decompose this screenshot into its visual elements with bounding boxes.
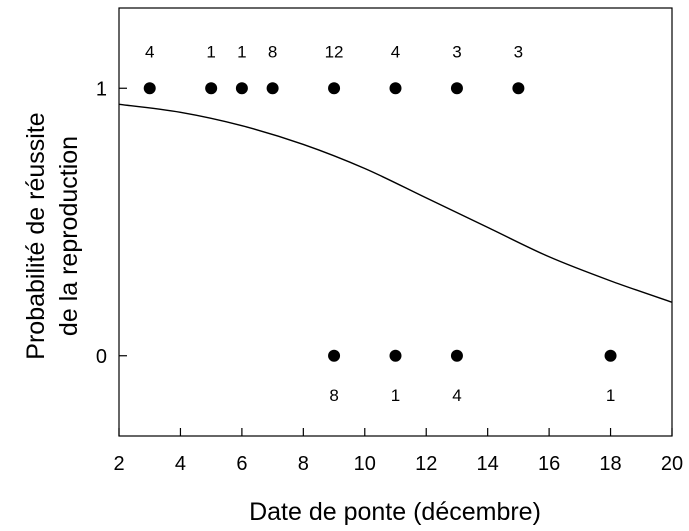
point-count-label: 1 xyxy=(237,42,246,61)
data-point xyxy=(328,349,341,362)
point-count-label: 1 xyxy=(606,386,615,405)
data-point xyxy=(266,82,279,95)
point-count-label: 3 xyxy=(514,42,523,61)
x-tick-label: 8 xyxy=(298,453,309,475)
point-count-label: 4 xyxy=(452,386,461,405)
point-count-label: 1 xyxy=(391,386,400,405)
x-axis-title: Date de ponte (décembre) xyxy=(249,498,541,526)
data-point xyxy=(604,349,617,362)
data-point xyxy=(328,82,341,95)
y-axis-title-line2: de la reproduction xyxy=(55,136,83,336)
axes xyxy=(118,7,673,437)
point-count-label: 12 xyxy=(325,42,344,61)
data-point xyxy=(450,82,463,95)
x-tick-label: 12 xyxy=(415,453,437,475)
y-tick-label: 1 xyxy=(96,78,107,100)
point-count-label: 4 xyxy=(145,42,154,61)
curve-layer xyxy=(118,103,673,303)
x-tick-label: 4 xyxy=(175,453,186,475)
y-axis-ticks: 01 xyxy=(96,78,127,368)
x-tick-label: 16 xyxy=(538,453,560,475)
data-point xyxy=(143,82,156,95)
data-point xyxy=(389,349,402,362)
data-point xyxy=(389,82,402,95)
points-layer xyxy=(143,82,617,362)
data-point xyxy=(235,82,248,95)
logistic-fit-curve xyxy=(118,103,673,303)
x-tick-label: 20 xyxy=(661,453,683,475)
x-tick-label: 14 xyxy=(477,453,499,475)
x-tick-label: 18 xyxy=(599,453,621,475)
data-point xyxy=(450,349,463,362)
data-point xyxy=(512,82,525,95)
data-point xyxy=(205,82,218,95)
x-tick-label: 2 xyxy=(113,453,124,475)
y-axis-title-line1: Probabilité de réussite xyxy=(22,112,50,359)
point-count-label: 8 xyxy=(268,42,277,61)
count-labels-layer: 4 1 1 8 12 4 3 3 8 1 4 1 xyxy=(145,42,615,405)
point-count-label: 3 xyxy=(452,42,461,61)
point-count-label: 8 xyxy=(329,386,338,405)
plot-frame xyxy=(118,7,673,437)
y-tick-label: 0 xyxy=(96,346,107,368)
point-count-label: 1 xyxy=(206,42,215,61)
x-tick-label: 6 xyxy=(236,453,247,475)
x-tick-label: 10 xyxy=(354,453,376,475)
point-count-label: 4 xyxy=(391,42,400,61)
x-axis-ticks: 2 4 6 8 10 12 14 16 18 20 xyxy=(113,428,683,475)
